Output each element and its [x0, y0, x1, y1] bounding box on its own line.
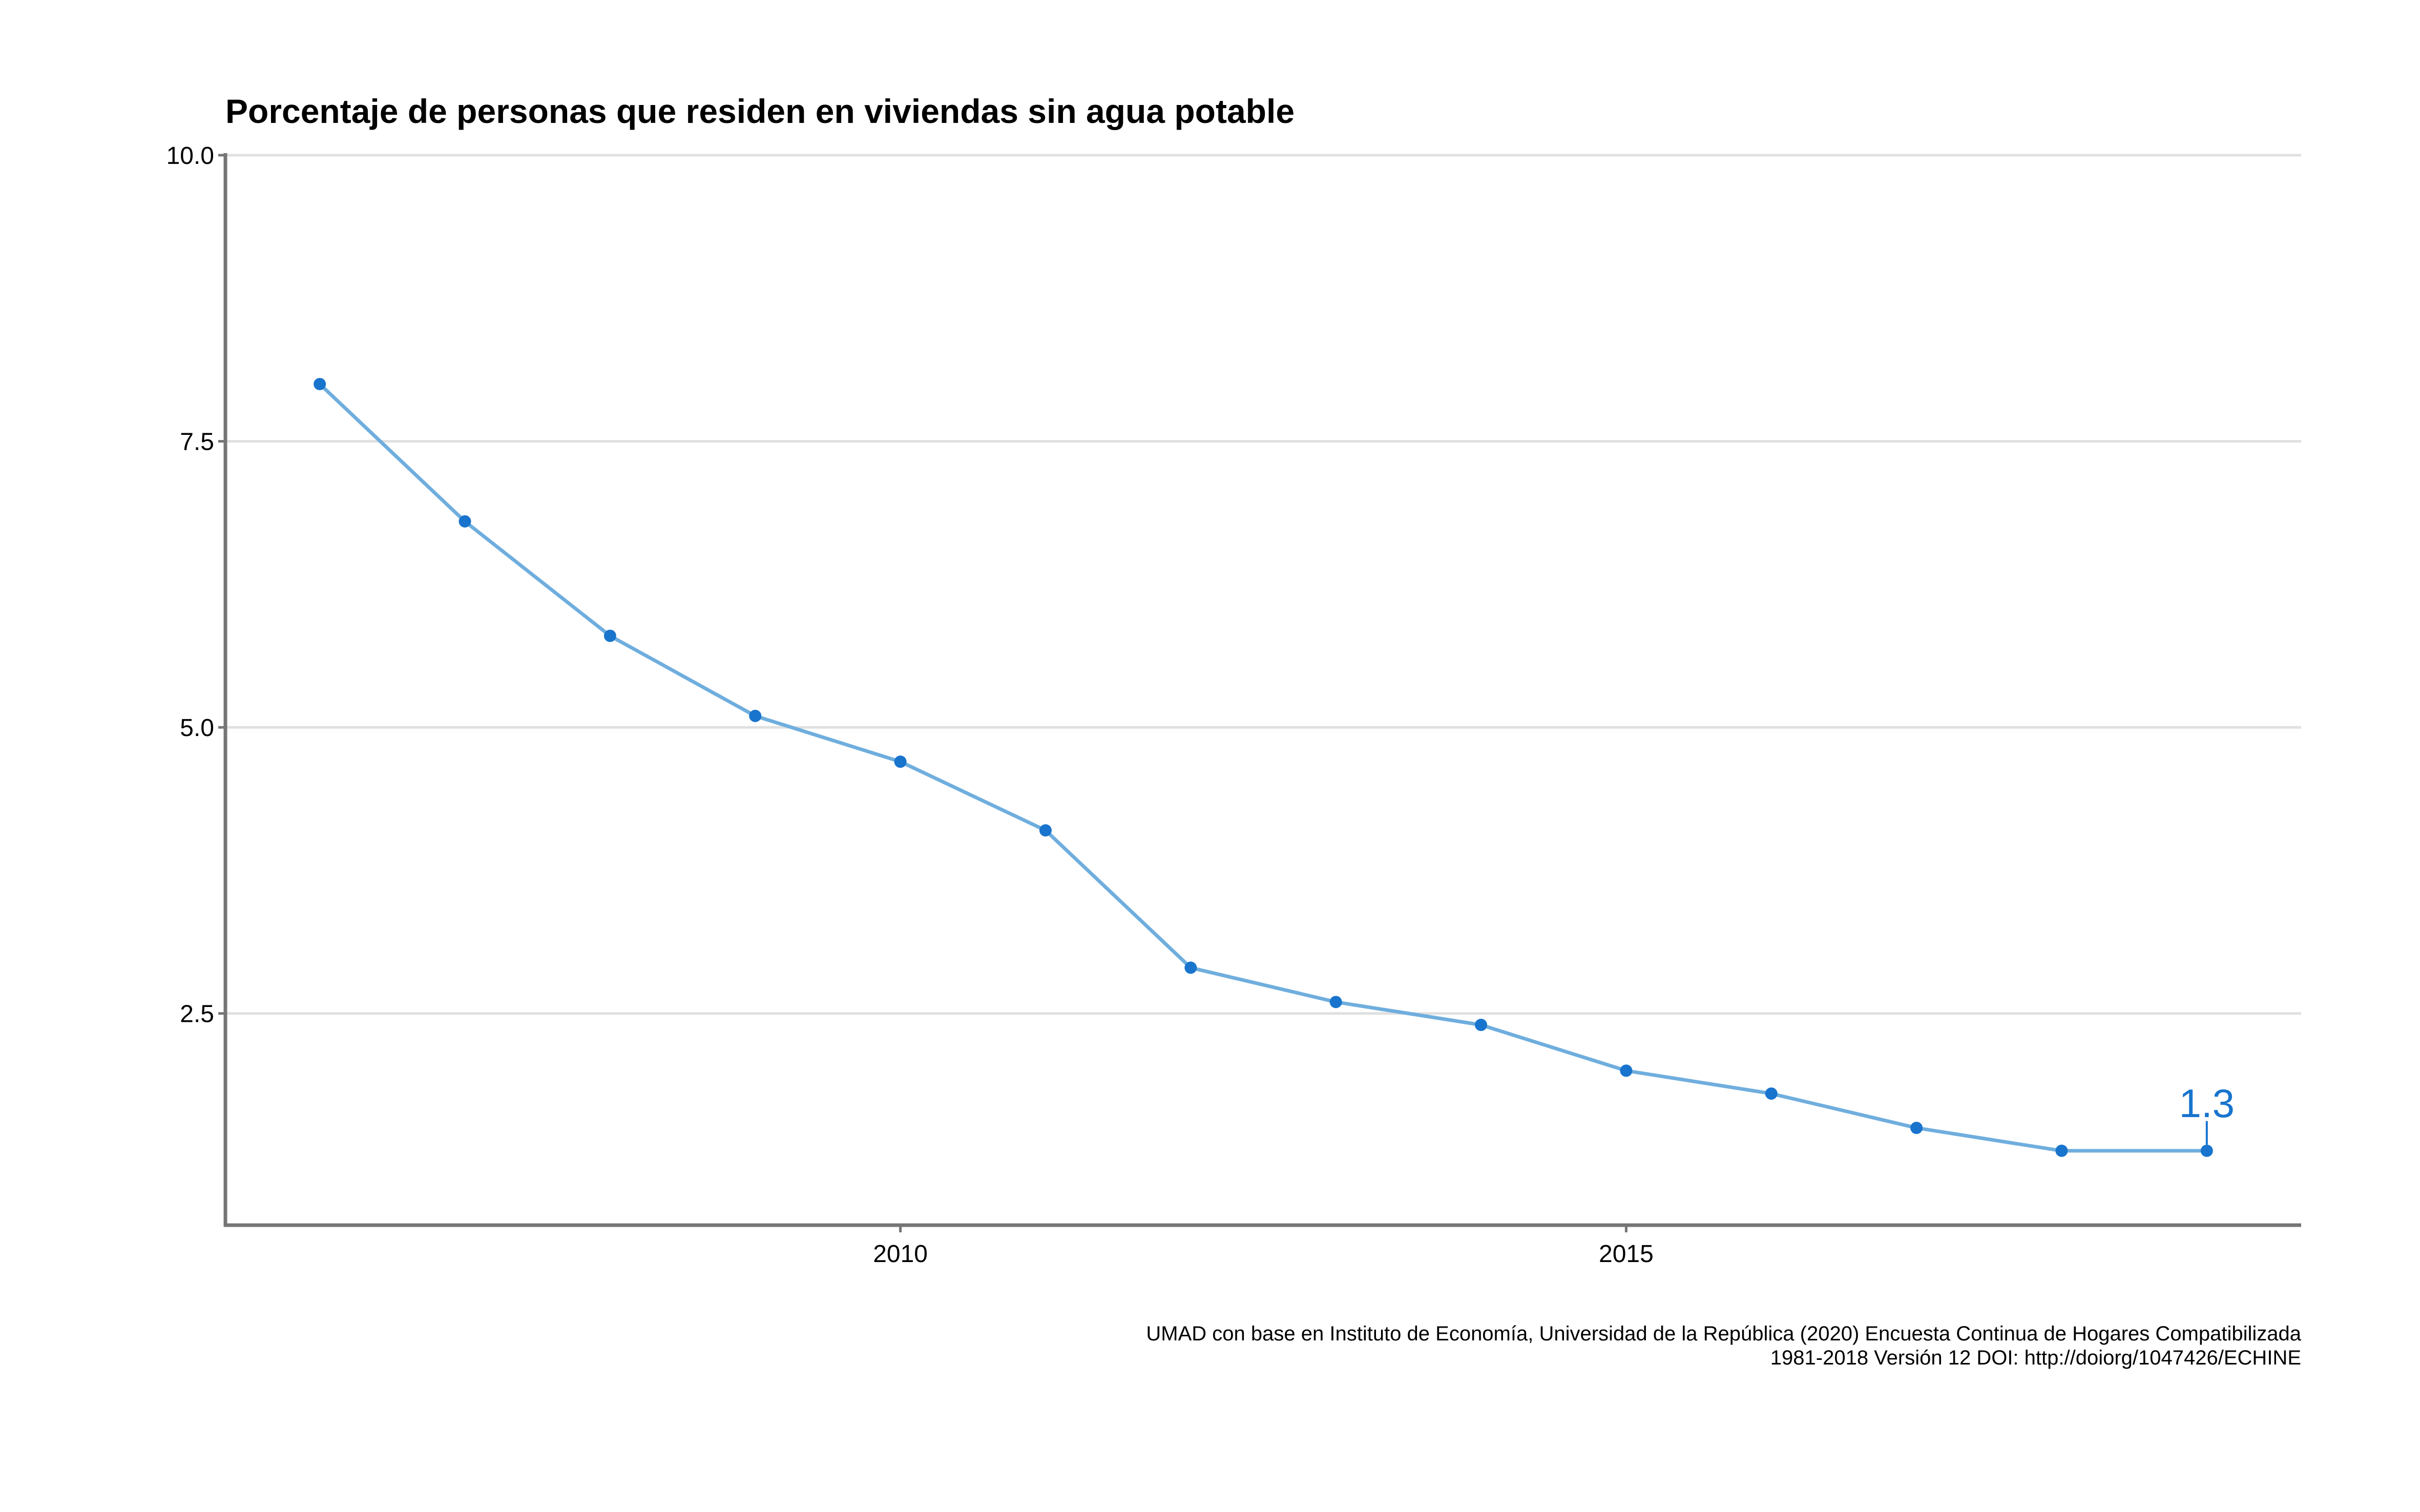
data-point — [1620, 1064, 1633, 1077]
data-point — [2055, 1144, 2068, 1157]
tick-labels: 2.5 5.0 7.5 10.0 2010 2015 — [166, 142, 1654, 1268]
y-tick-label: 2.5 — [180, 1001, 214, 1028]
caption-line-1: UMAD con base en Instituto de Economía, … — [1146, 1322, 2301, 1345]
caption-line-2: 1981-2018 Versión 12 DOI: http://doiorg/… — [1770, 1347, 2301, 1369]
annotation-group: 1.3 — [2179, 1081, 2235, 1145]
y-tick-label: 7.5 — [180, 429, 214, 456]
data-point — [1765, 1087, 1778, 1100]
data-point — [603, 629, 616, 642]
data-point — [894, 755, 907, 768]
data-point — [1910, 1122, 1923, 1135]
x-tick-label: 2015 — [1599, 1241, 1654, 1268]
series-line — [318, 383, 2207, 1153]
x-tick-label: 2010 — [873, 1241, 928, 1268]
data-point — [1475, 1019, 1488, 1032]
data-point — [1329, 996, 1342, 1009]
annotation-label: 1.3 — [2179, 1081, 2235, 1126]
chart-title: Porcentaje de personas que residen en vi… — [225, 92, 1295, 130]
data-point — [314, 377, 326, 390]
data-point — [458, 515, 471, 528]
y-tick-label: 10.0 — [166, 142, 214, 170]
data-point — [1039, 824, 1052, 837]
y-tick-label: 5.0 — [180, 715, 214, 742]
data-point — [2200, 1144, 2213, 1157]
data-point — [1184, 961, 1197, 974]
series-group — [314, 377, 2213, 1157]
data-point — [749, 709, 762, 722]
axes — [218, 153, 2301, 1232]
gridlines — [225, 154, 2301, 1015]
